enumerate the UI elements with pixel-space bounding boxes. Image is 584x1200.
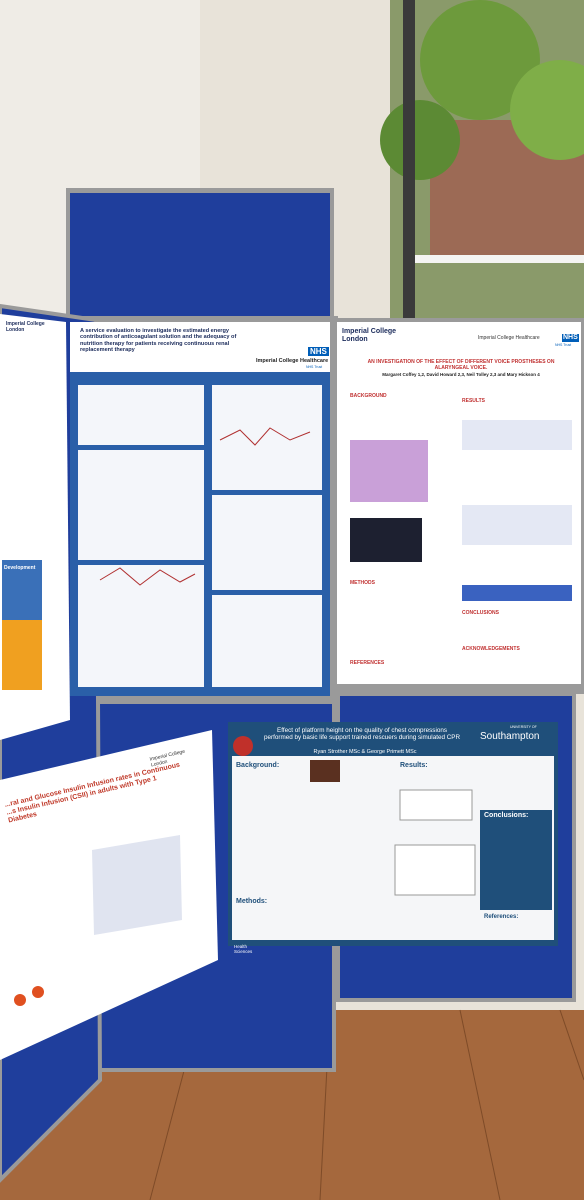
section-heading: References: — [484, 914, 519, 920]
trust: NHS Trust — [306, 365, 323, 369]
authors: Ryan Strother MSc & George Primett MSc — [313, 749, 417, 755]
university: Southampton — [480, 731, 540, 742]
section-heading: CONCLUSIONS — [462, 610, 499, 616]
text-box — [78, 385, 204, 445]
figure — [2, 560, 42, 620]
window-frame — [415, 255, 584, 263]
section-heading: METHODS — [350, 580, 375, 586]
leaves — [380, 100, 460, 180]
logo: Imperial College London — [6, 321, 45, 333]
logo — [233, 736, 253, 756]
section-heading: Conclusions: — [484, 812, 529, 819]
authors: Margaret Coffey 1,2, David Howard 2,3, N… — [382, 372, 540, 377]
table — [462, 505, 572, 545]
nhs-logo: NHS — [308, 347, 329, 357]
logo: Imperial College London — [342, 328, 397, 344]
poster-title: Effect of platform height on the quality… — [264, 727, 460, 742]
section-heading: REFERENCES — [350, 660, 385, 666]
text-box — [78, 565, 204, 687]
text-box — [78, 450, 204, 560]
poster — [337, 322, 581, 684]
text-box — [212, 385, 322, 490]
footer: Health Sciences — [234, 944, 253, 955]
icon — [32, 986, 44, 998]
section-heading: Methods: — [236, 898, 268, 905]
section-heading: RESULTS — [462, 398, 485, 404]
table — [462, 585, 572, 601]
table — [394, 844, 476, 896]
figure — [350, 518, 422, 562]
section-heading: Development — [4, 565, 36, 571]
poster-header — [70, 322, 330, 372]
text-box — [480, 810, 552, 910]
organisation: Imperial College Healthcare — [478, 335, 540, 341]
trust: NHS Trust — [555, 343, 572, 347]
university-prefix: UNIVERSITY OF — [510, 725, 537, 729]
text-box — [212, 595, 322, 687]
organisation: Imperial College Healthcare — [256, 358, 329, 364]
chart — [399, 789, 473, 821]
section-heading: ACKNOWLEDGEMENTS — [462, 646, 520, 652]
section-heading: Background: — [236, 762, 280, 769]
chart-line — [219, 427, 311, 446]
section-heading: BACKGROUND — [350, 393, 387, 399]
icon — [14, 994, 26, 1006]
poster-title: AN INVESTIGATION OF THE EFFECT OF DIFFER… — [367, 359, 555, 371]
table — [462, 420, 572, 450]
figure — [2, 620, 42, 690]
chart-line — [99, 567, 196, 586]
nhs-logo: NHS — [562, 334, 579, 343]
figure — [350, 440, 428, 502]
table — [92, 835, 182, 935]
text-box — [212, 495, 322, 590]
photo-inset — [310, 760, 340, 782]
leaves — [510, 60, 584, 160]
poster-title: A service evaluation to investigate the … — [80, 328, 237, 354]
window-frame — [403, 0, 415, 320]
leaves — [420, 0, 540, 120]
section-heading: Results: — [400, 762, 428, 769]
board — [70, 193, 330, 317]
